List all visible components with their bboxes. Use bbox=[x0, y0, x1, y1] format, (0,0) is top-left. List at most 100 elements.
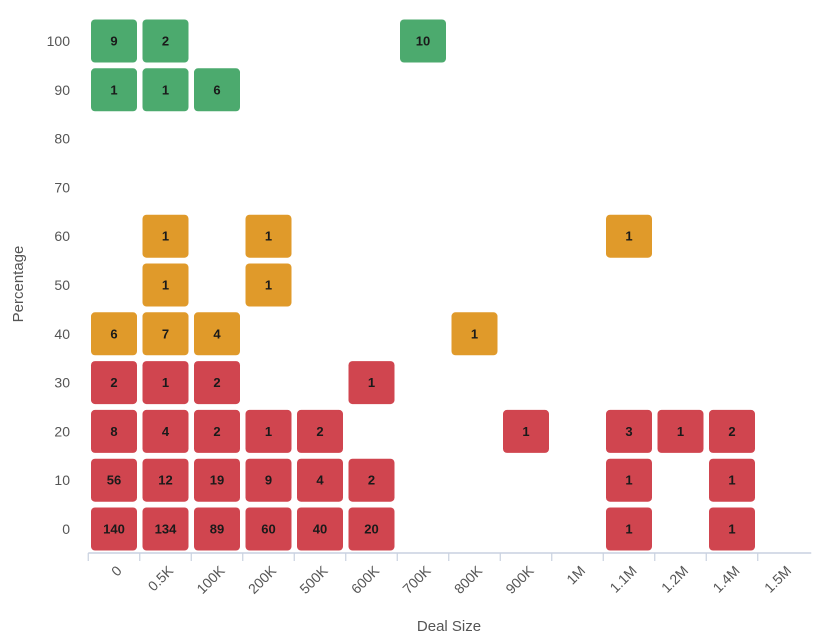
heatmap-cell[interactable]: 2 bbox=[194, 361, 240, 405]
heatmap-cell-rect[interactable] bbox=[606, 458, 652, 502]
heatmap-cell[interactable]: 6 bbox=[91, 312, 137, 356]
heatmap-cell[interactable]: 2 bbox=[348, 458, 395, 502]
heatmap-cell[interactable]: 56 bbox=[91, 458, 137, 502]
heatmap-cell-rect[interactable] bbox=[348, 361, 395, 405]
heatmap-cell-rect[interactable] bbox=[657, 409, 704, 453]
heatmap-cell[interactable]: 60 bbox=[245, 507, 292, 551]
heatmap-cell-rect[interactable] bbox=[142, 263, 189, 307]
heatmap-cell-label: 1 bbox=[368, 375, 375, 390]
heatmap-cell[interactable]: 6 bbox=[194, 68, 240, 112]
heatmap-cell-rect[interactable] bbox=[606, 507, 652, 551]
heatmap-cell-rect[interactable] bbox=[709, 507, 755, 551]
heatmap-cell[interactable]: 1 bbox=[142, 68, 189, 112]
heatmap-cell-rect[interactable] bbox=[194, 507, 240, 551]
heatmap-cell[interactable]: 19 bbox=[194, 458, 240, 502]
heatmap-cell-rect[interactable] bbox=[142, 312, 189, 356]
x-tick-label: 200K bbox=[245, 562, 280, 597]
heatmap-cell[interactable]: 2 bbox=[709, 409, 755, 453]
heatmap-cell[interactable]: 10 bbox=[400, 19, 446, 63]
heatmap-cell[interactable]: 20 bbox=[348, 507, 395, 551]
heatmap-cell[interactable]: 4 bbox=[142, 409, 189, 453]
heatmap-cell[interactable]: 40 bbox=[297, 507, 343, 551]
heatmap-cell[interactable]: 3 bbox=[606, 409, 652, 453]
heatmap-cell[interactable]: 1 bbox=[657, 409, 704, 453]
heatmap-cell-rect[interactable] bbox=[348, 458, 395, 502]
heatmap-cell-rect[interactable] bbox=[91, 19, 137, 63]
heatmap-cell[interactable]: 2 bbox=[91, 361, 137, 405]
heatmap-cell[interactable]: 4 bbox=[194, 312, 240, 356]
heatmap-cell-rect[interactable] bbox=[709, 409, 755, 453]
heatmap-cell[interactable]: 4 bbox=[297, 458, 343, 502]
heatmap-cell[interactable]: 1 bbox=[142, 263, 189, 307]
heatmap-cell-rect[interactable] bbox=[709, 458, 755, 502]
heatmap-cell-label: 7 bbox=[162, 326, 169, 341]
heatmap-cell-rect[interactable] bbox=[91, 458, 137, 502]
heatmap-cell[interactable]: 1 bbox=[91, 68, 137, 112]
heatmap-cell-rect[interactable] bbox=[348, 507, 395, 551]
heatmap-cell-rect[interactable] bbox=[91, 361, 137, 405]
heatmap-cell-rect[interactable] bbox=[606, 409, 652, 453]
heatmap-cell-rect[interactable] bbox=[91, 312, 137, 356]
heatmap-cell-rect[interactable] bbox=[194, 68, 240, 112]
y-tick-label: 70 bbox=[54, 179, 70, 195]
heatmap-cell[interactable]: 12 bbox=[142, 458, 189, 502]
heatmap-cell[interactable]: 1 bbox=[606, 214, 652, 258]
heatmap-cell[interactable]: 1 bbox=[142, 214, 189, 258]
heatmap-cell[interactable]: 1 bbox=[709, 507, 755, 551]
heatmap-cell-rect[interactable] bbox=[194, 361, 240, 405]
heatmap-cell[interactable]: 1 bbox=[348, 361, 395, 405]
heatmap-cell-rect[interactable] bbox=[451, 312, 498, 356]
heatmap-cell-rect[interactable] bbox=[142, 214, 189, 258]
heatmap-cell[interactable]: 1 bbox=[451, 312, 498, 356]
heatmap-cell[interactable]: 1 bbox=[606, 507, 652, 551]
heatmap-cell[interactable]: 2 bbox=[142, 19, 189, 63]
heatmap-cell-rect[interactable] bbox=[142, 361, 189, 405]
heatmap-cell-rect[interactable] bbox=[142, 19, 189, 63]
heatmap-cell[interactable]: 1 bbox=[709, 458, 755, 502]
heatmap-cell[interactable]: 1 bbox=[245, 214, 292, 258]
heatmap-cell-rect[interactable] bbox=[142, 507, 189, 551]
heatmap-cell-rect[interactable] bbox=[91, 409, 137, 453]
heatmap-cell[interactable]: 9 bbox=[91, 19, 137, 63]
heatmap-cell[interactable]: 9 bbox=[245, 458, 292, 502]
heatmap-cell[interactable]: 1 bbox=[142, 361, 189, 405]
heatmap-cell-rect[interactable] bbox=[142, 409, 189, 453]
heatmap-cell-label: 40 bbox=[313, 522, 327, 537]
heatmap-cell-rect[interactable] bbox=[245, 214, 292, 258]
heatmap-cell-rect[interactable] bbox=[400, 19, 446, 63]
heatmap-cell[interactable]: 140 bbox=[91, 507, 137, 551]
heatmap-cell-rect[interactable] bbox=[245, 458, 292, 502]
heatmap-cell[interactable]: 2 bbox=[194, 409, 240, 453]
heatmap-cell[interactable]: 2 bbox=[297, 409, 343, 453]
heatmap-cell-rect[interactable] bbox=[297, 507, 343, 551]
heatmap-cell-rect[interactable] bbox=[142, 68, 189, 112]
heatmap-cell[interactable]: 7 bbox=[142, 312, 189, 356]
heatmap-cell[interactable]: 1 bbox=[503, 409, 549, 453]
heatmap-cell-rect[interactable] bbox=[194, 458, 240, 502]
heatmap-cell[interactable]: 1 bbox=[245, 409, 292, 453]
heatmap-cell-rect[interactable] bbox=[297, 409, 343, 453]
heatmap-cell-rect[interactable] bbox=[91, 507, 137, 551]
heatmap-cell-rect[interactable] bbox=[606, 214, 652, 258]
heatmap-cell-rect[interactable] bbox=[245, 409, 292, 453]
y-tick-label: 80 bbox=[54, 131, 70, 147]
heatmap-cell-label: 1 bbox=[728, 473, 735, 488]
heatmap-cell-label: 60 bbox=[261, 522, 275, 537]
heatmap-cell-rect[interactable] bbox=[142, 458, 189, 502]
heatmap-cell-rect[interactable] bbox=[245, 507, 292, 551]
heatmap-cell[interactable]: 134 bbox=[142, 507, 189, 551]
heatmap-cell-rect[interactable] bbox=[297, 458, 343, 502]
heatmap-cell[interactable]: 1 bbox=[606, 458, 652, 502]
x-tick-label: 700K bbox=[399, 562, 434, 597]
heatmap-cell-rect[interactable] bbox=[245, 263, 292, 307]
y-tick-label: 20 bbox=[54, 423, 70, 439]
heatmap-cell-rect[interactable] bbox=[194, 409, 240, 453]
heatmap-cell-rect[interactable] bbox=[194, 312, 240, 356]
heatmap-cell-rect[interactable] bbox=[503, 409, 549, 453]
heatmap-cell[interactable]: 8 bbox=[91, 409, 137, 453]
heatmap-cell[interactable]: 89 bbox=[194, 507, 240, 551]
heatmap-cell[interactable]: 1 bbox=[245, 263, 292, 307]
heatmap-cell-label: 1 bbox=[471, 326, 478, 341]
heatmap-cell-rect[interactable] bbox=[91, 68, 137, 112]
